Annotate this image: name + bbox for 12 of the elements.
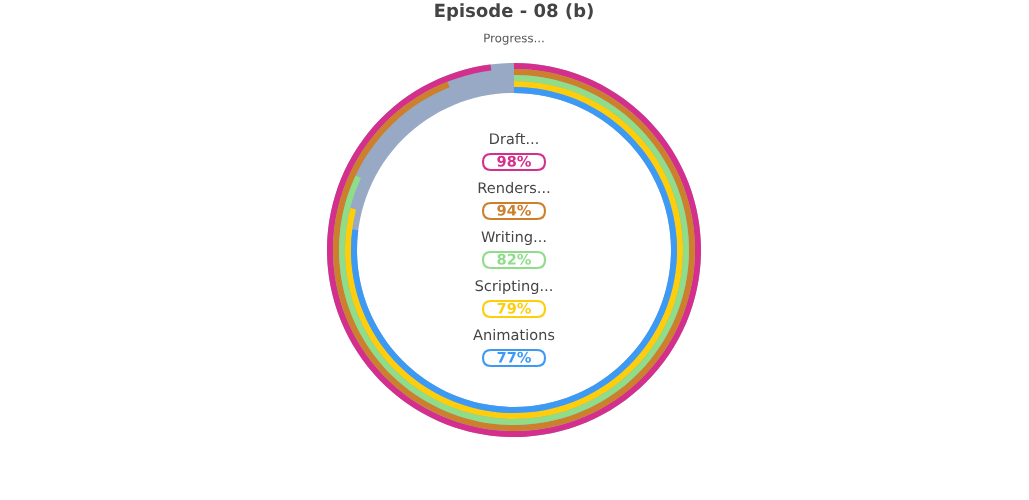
data-label: 98% [497, 155, 531, 167]
category-label: Renders... [478, 181, 550, 194]
data-label: 82% [497, 253, 531, 265]
category-label: Writing... [481, 230, 546, 246]
data-label: 79% [497, 302, 531, 314]
text: Progress... [484, 33, 544, 45]
category-label: Draft... [490, 132, 538, 145]
text: Episode - 08 (b) [435, 3, 593, 21]
category-label: Animations [473, 328, 555, 341]
category-label: Scripting... [475, 279, 552, 295]
data-label: 77% [497, 351, 531, 363]
data-label: 94% [497, 204, 531, 216]
